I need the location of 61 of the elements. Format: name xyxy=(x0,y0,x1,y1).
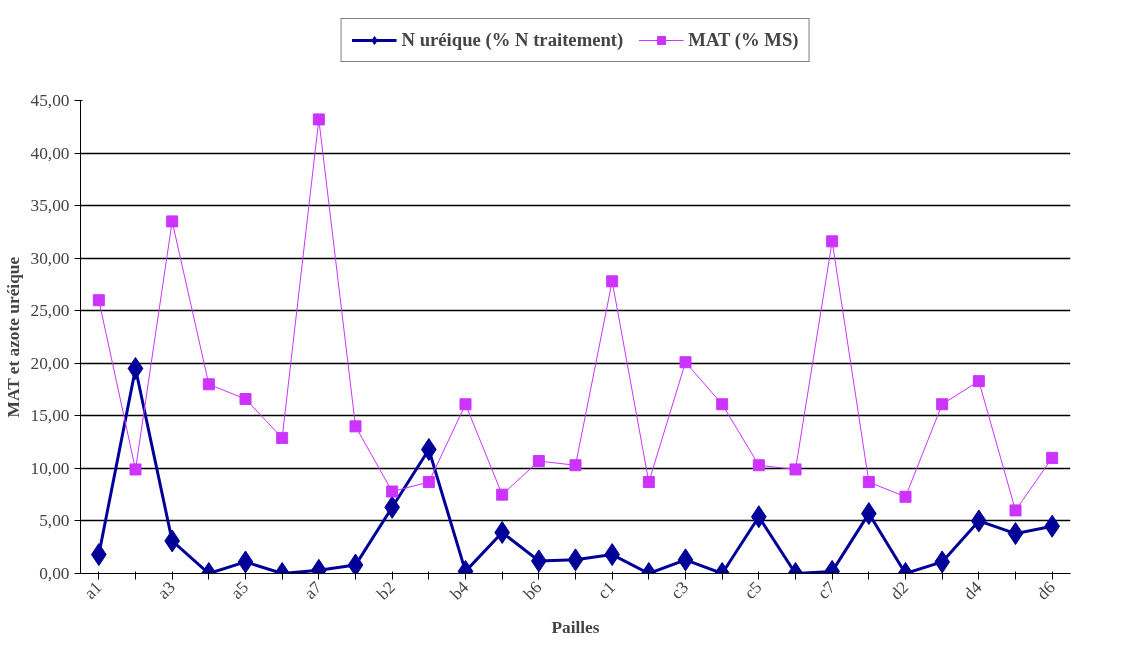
point xyxy=(752,459,765,472)
point xyxy=(166,215,179,228)
point xyxy=(679,356,692,369)
y-tick-label: 45,00 xyxy=(30,91,70,110)
x-tick-label: a7 xyxy=(300,577,326,603)
x-tick-label: c5 xyxy=(740,577,766,603)
legend-label: MAT (% MS) xyxy=(688,29,799,51)
point xyxy=(862,476,875,489)
point xyxy=(129,463,142,476)
x-axis-title: Pailles xyxy=(551,618,600,638)
point xyxy=(642,476,655,489)
point xyxy=(567,548,584,572)
point xyxy=(92,294,105,307)
x-tick-label: a5 xyxy=(227,577,253,603)
point xyxy=(459,398,472,411)
y-tick-label: 30,00 xyxy=(30,248,70,268)
y-tick-label: 15,00 xyxy=(30,406,70,426)
point xyxy=(826,235,839,248)
point xyxy=(569,459,582,472)
point xyxy=(422,476,435,489)
point xyxy=(789,463,802,476)
legend-label: N uréique (% N traitement) xyxy=(401,29,624,51)
x-tick-label: a1 xyxy=(80,577,106,603)
point xyxy=(532,455,545,468)
y-axis-title: MAT et azote uréique xyxy=(3,256,23,418)
point xyxy=(1046,451,1059,464)
x-tick-label: c1 xyxy=(593,577,619,603)
point xyxy=(972,375,985,388)
x-tick-label: c3 xyxy=(667,577,693,603)
point xyxy=(127,357,144,381)
y-tick-label: 10,00 xyxy=(30,458,70,478)
point xyxy=(716,398,729,411)
y-tick-label: 5,00 xyxy=(39,511,70,531)
x-tick-label: b4 xyxy=(446,577,473,604)
point xyxy=(276,431,289,444)
point xyxy=(496,488,509,501)
point xyxy=(1007,522,1024,546)
point xyxy=(237,550,254,574)
y-tick-label: 25,00 xyxy=(30,301,70,321)
x-tick-label: d4 xyxy=(959,577,986,604)
y-tick-label: 40,00 xyxy=(30,143,70,163)
x-tick-label: d2 xyxy=(886,577,913,604)
y-tick-label: 20,00 xyxy=(30,353,70,373)
x-tick-label: a3 xyxy=(153,577,179,603)
point xyxy=(386,485,399,498)
point xyxy=(606,275,619,288)
y-tick-label: 35,00 xyxy=(30,196,70,216)
point xyxy=(312,113,325,126)
x-tick-label: b2 xyxy=(373,577,399,604)
point xyxy=(1009,504,1022,517)
point xyxy=(239,393,252,406)
point xyxy=(347,553,364,574)
point xyxy=(349,420,362,433)
point xyxy=(677,548,694,572)
point xyxy=(202,378,215,391)
x-tick-label: b6 xyxy=(519,577,546,604)
x-tick-label: c7 xyxy=(813,577,840,603)
point xyxy=(899,490,912,503)
x-tick-label: d6 xyxy=(1033,577,1060,604)
point xyxy=(936,398,949,411)
y-tick-label: 0,00 xyxy=(39,564,70,583)
